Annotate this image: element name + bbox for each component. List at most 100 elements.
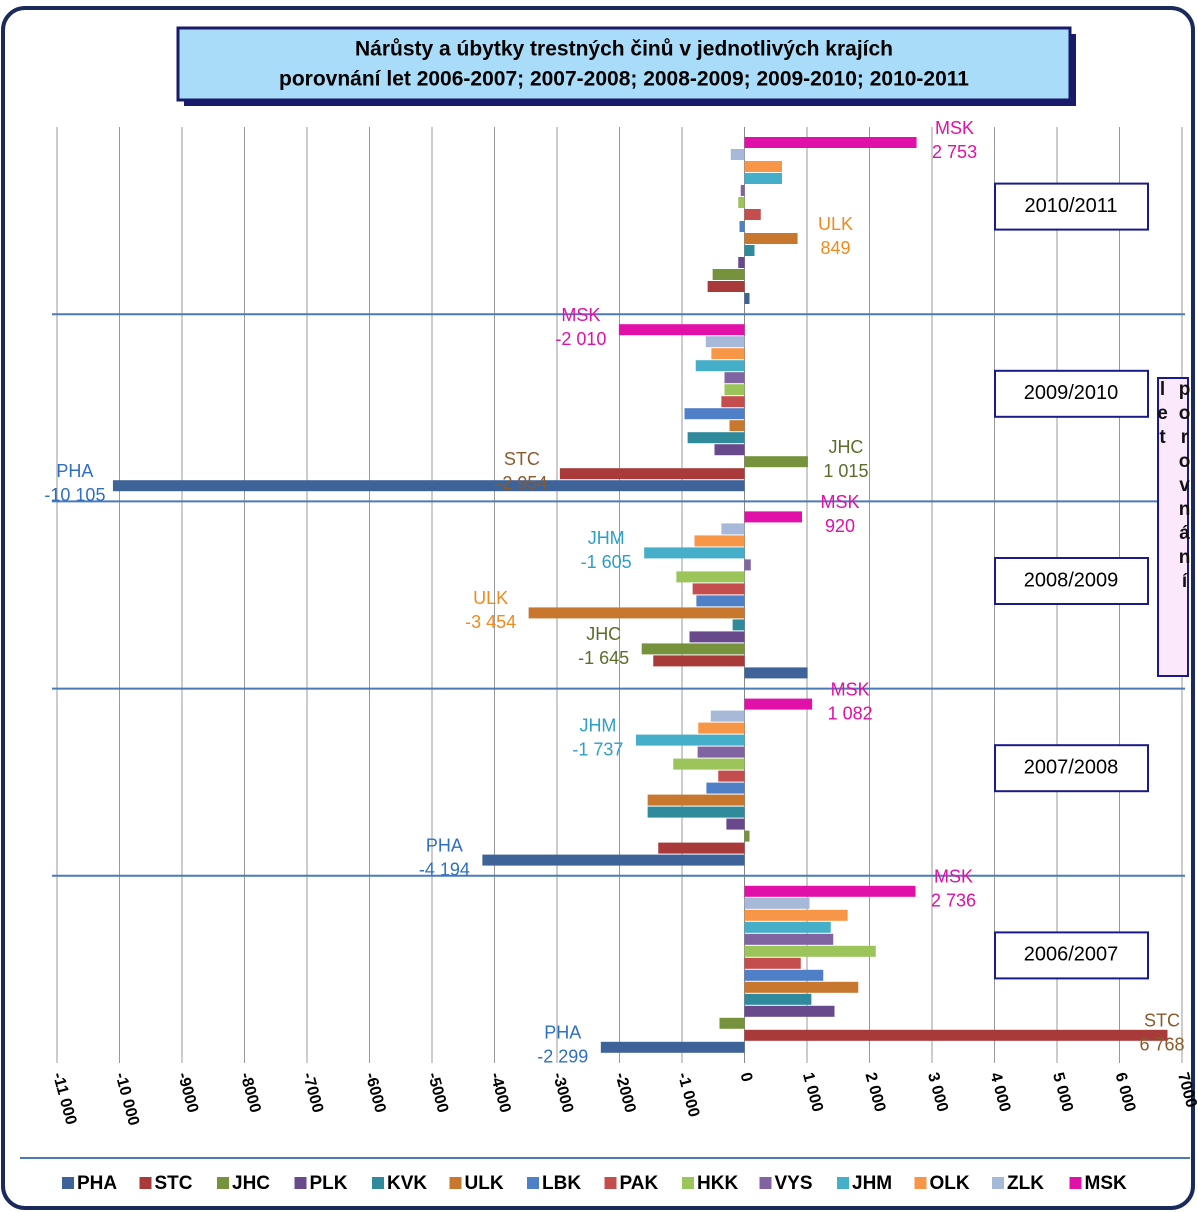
year-label: 2010/2011 [1024, 195, 1117, 217]
axis-title: porovnání let [1152, 377, 1195, 677]
bar [744, 245, 755, 256]
bar [696, 595, 745, 607]
bar [641, 643, 745, 655]
data-label: -1 645 [578, 648, 629, 668]
bar [744, 969, 824, 981]
bar [694, 535, 745, 547]
year-box [994, 557, 1149, 605]
year-label: 2008/2009 [1024, 569, 1119, 591]
bar [744, 830, 750, 842]
bar [710, 710, 745, 722]
year-label: 2006/2007 [1024, 944, 1119, 966]
bar [653, 655, 745, 667]
bar [744, 161, 782, 172]
bar [707, 281, 745, 292]
bar [706, 782, 745, 794]
series-label: MSK [934, 867, 973, 887]
bar [721, 396, 745, 408]
bar [744, 1029, 1168, 1041]
bar [528, 607, 745, 619]
series-label: JHC [828, 437, 863, 457]
bar [744, 909, 848, 921]
legend-swatch [294, 1177, 307, 1189]
legend-swatch [992, 1177, 1004, 1189]
legend-label: STC [155, 1173, 193, 1194]
bar [724, 384, 745, 396]
bar [726, 818, 745, 830]
legend-swatch [914, 1177, 927, 1189]
chart-subtitle: porovnání let 2006-2007; 2007-2008; 2008… [279, 68, 969, 91]
legend-label: PAK [620, 1173, 659, 1194]
year-label: 2007/2008 [1024, 756, 1119, 778]
bar [724, 372, 745, 384]
series-label: MSK [831, 679, 870, 699]
bar [684, 408, 745, 420]
legend-swatch [837, 1177, 849, 1189]
year-box [994, 931, 1149, 980]
series-label: STC [504, 449, 540, 469]
legend-swatch [1069, 1177, 1082, 1189]
legend-swatch [372, 1177, 384, 1189]
bar [744, 456, 808, 468]
legend-label: ZLK [1007, 1173, 1044, 1194]
series-label: MSK [820, 492, 859, 512]
legend-label: HKK [697, 1173, 738, 1194]
series-label: ULK [473, 588, 508, 608]
data-label: 2 753 [932, 142, 977, 162]
legend-swatch [759, 1177, 772, 1189]
title-box [176, 26, 1072, 102]
series-label: JHM [588, 528, 625, 548]
bar [673, 758, 745, 770]
bar [744, 897, 810, 909]
series-label: ULK [818, 214, 853, 234]
bar [689, 631, 745, 643]
bar [744, 173, 782, 184]
legend-label: MSK [1085, 1173, 1128, 1194]
year-box [994, 744, 1149, 793]
legend-label: KVK [387, 1173, 427, 1194]
legend-label: VYS [775, 1173, 813, 1194]
legend-label: PHA [77, 1173, 117, 1194]
bar [705, 336, 745, 348]
year-label: 2009/2010 [1024, 382, 1119, 404]
data-label: 1 082 [828, 703, 873, 723]
series-label: PHA [544, 1023, 581, 1043]
bar [658, 842, 745, 854]
bar [714, 444, 745, 456]
legend-label: OLK [930, 1173, 970, 1194]
bar [647, 794, 745, 806]
series-label: STC [1144, 1011, 1180, 1031]
legend-label: LBK [542, 1173, 581, 1194]
bar [744, 921, 831, 933]
bar [687, 432, 745, 444]
bar [744, 559, 751, 571]
data-label: -2 010 [555, 329, 606, 349]
bar [698, 722, 745, 734]
bar [744, 511, 802, 523]
bar [744, 933, 834, 945]
bar [697, 746, 745, 758]
legend-swatch [217, 1177, 229, 1189]
data-label: -1 605 [581, 552, 632, 572]
legend-swatch [527, 1177, 539, 1189]
series-label: MSK [935, 118, 974, 138]
legend-label: JHC [232, 1173, 270, 1194]
bar [719, 1017, 745, 1029]
series-label: JHC [586, 624, 621, 644]
data-label: 1 015 [823, 461, 868, 481]
series-label: PHA [56, 461, 93, 481]
legend-swatch [604, 1177, 617, 1189]
series-label: PHA [426, 835, 463, 855]
bar [739, 221, 745, 232]
bar [644, 547, 745, 559]
data-label: -2 299 [537, 1047, 588, 1067]
bar [744, 293, 750, 304]
bar [618, 324, 745, 336]
legend-swatch [682, 1177, 694, 1189]
legend-swatch [449, 1177, 462, 1189]
bar [738, 197, 745, 208]
bar [721, 523, 745, 535]
series-label: MSK [561, 305, 600, 325]
data-label: 6 768 [1139, 1035, 1184, 1055]
legend-swatch [62, 1177, 74, 1189]
